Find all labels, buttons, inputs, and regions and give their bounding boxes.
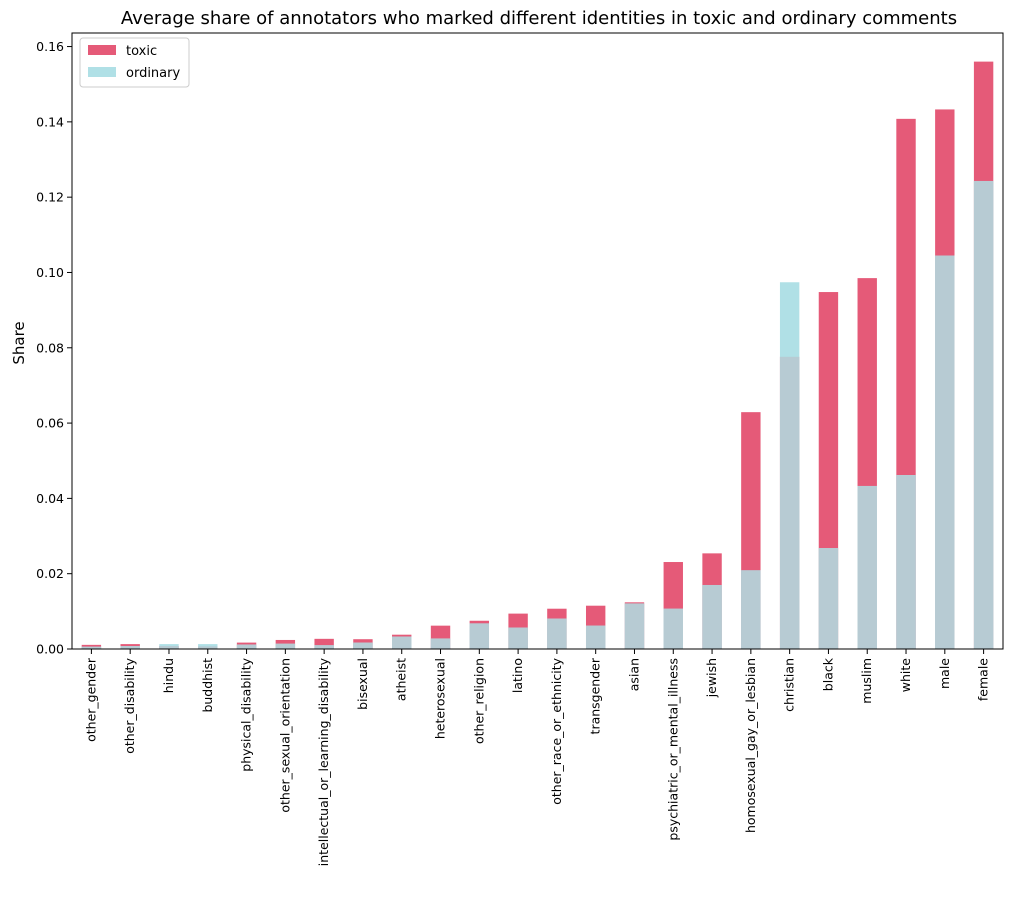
bar-overlap-psychiatric_or_mental_illness xyxy=(663,608,683,649)
y-tick-label-0: 0.00 xyxy=(36,642,64,657)
y-tick-label-7: 0.14 xyxy=(36,114,64,129)
bars-layer xyxy=(81,61,994,650)
x-tick-label-female: female xyxy=(976,658,991,701)
bar-overlap-bisexual xyxy=(353,642,373,649)
bar-overlap-heterosexual xyxy=(430,638,451,649)
x-tick-label-muslim: muslim xyxy=(859,658,874,704)
bar-overlap-hindu xyxy=(159,645,179,649)
legend: toxic ordinary xyxy=(79,37,190,88)
x-tick-label-other_religion: other_religion xyxy=(471,658,486,744)
y-tick-label-4: 0.08 xyxy=(36,340,64,355)
legend-swatch-toxic xyxy=(88,45,116,55)
y-tick-label-5: 0.10 xyxy=(36,265,64,280)
y-tick-label-2: 0.04 xyxy=(36,491,64,506)
x-tick-label-asian: asian xyxy=(626,658,641,691)
x-tick-label-black: black xyxy=(820,657,835,691)
x-tick-label-buddhist: buddhist xyxy=(200,658,215,713)
y-axis-label: Share xyxy=(10,321,28,364)
x-tick-label-white: white xyxy=(898,658,913,693)
bar-overlap-buddhist xyxy=(198,646,218,649)
x-tick-label-latino: latino xyxy=(510,658,525,693)
legend-swatch-ordinary xyxy=(88,67,116,77)
x-tick-label-other_disability: other_disability xyxy=(122,657,137,753)
bar-overlap-transgender xyxy=(585,625,606,649)
bar-overlap-homosexual_gay_or_lesbian xyxy=(741,570,761,649)
bar-overlap-male xyxy=(935,255,955,649)
legend-label-toxic: toxic xyxy=(126,44,157,59)
bar-overlap-other_race_or_ethnicity xyxy=(547,618,567,649)
bar-overlap-intellectual_or_learning_disability xyxy=(314,645,334,649)
x-tick-label-intellectual_or_learning_disability: intellectual_or_learning_disability xyxy=(316,657,331,866)
x-tick-label-homosexual_gay_or_lesbian: homosexual_gay_or_lesbian xyxy=(743,658,758,833)
bar-overlap-female xyxy=(973,180,994,649)
bar-overlap-other_religion xyxy=(469,623,490,649)
y-tick-label-1: 0.02 xyxy=(36,566,64,581)
axes-layer: other_gender other_disability hindu buddhis… xyxy=(36,32,1004,866)
bar-overlap-christian xyxy=(779,356,800,649)
bar-overlap-atheist xyxy=(392,636,412,649)
y-tick-label-8: 0.16 xyxy=(36,39,64,54)
bar-toxic-intellectual_or_learning_disability xyxy=(314,638,334,649)
x-tick-label-transgender: transgender xyxy=(588,657,603,734)
bar-overlap-latino xyxy=(508,627,528,649)
x-tick-label-physical_disability: physical_disability xyxy=(239,657,254,771)
x-tick-label-other_gender: other_gender xyxy=(83,657,98,742)
bar-overlap-other_sexual_orientation xyxy=(275,643,296,649)
bar-overlap-white xyxy=(896,475,916,649)
x-tick-label-christian: christian xyxy=(782,658,797,712)
x-tick-label-other_race_or_ethnicity: other_race_or_ethnicity xyxy=(549,657,564,804)
bar-overlap-other_gender xyxy=(81,646,102,649)
bar-overlap-other_disability xyxy=(120,645,140,649)
y-tick-label-3: 0.06 xyxy=(36,416,64,431)
x-tick-label-male: male xyxy=(937,658,952,689)
bar-overlap-physical_disability xyxy=(236,644,257,649)
y-tick-label-6: 0.12 xyxy=(36,190,64,205)
x-tick-label-atheist: atheist xyxy=(394,658,409,701)
x-tick-label-psychiatric_or_mental_illness: psychiatric_or_mental_illness xyxy=(665,658,680,841)
bar-overlap-black xyxy=(818,548,839,649)
bar-overlap-muslim xyxy=(857,485,877,649)
x-tick-label-hindu: hindu xyxy=(161,658,176,693)
x-tick-label-bisexual: bisexual xyxy=(355,658,370,710)
chart-title: Average share of annotators who marked d… xyxy=(121,8,957,29)
x-tick-label-jewish: jewish xyxy=(704,658,719,698)
legend-label-ordinary: ordinary xyxy=(126,66,180,81)
plot-frame xyxy=(71,32,1004,650)
x-tick-label-other_sexual_orientation: other_sexual_orientation xyxy=(277,658,292,813)
bar-overlap-asian xyxy=(624,603,645,649)
bar-overlap-jewish xyxy=(702,584,722,649)
x-tick-label-heterosexual: heterosexual xyxy=(433,658,448,739)
